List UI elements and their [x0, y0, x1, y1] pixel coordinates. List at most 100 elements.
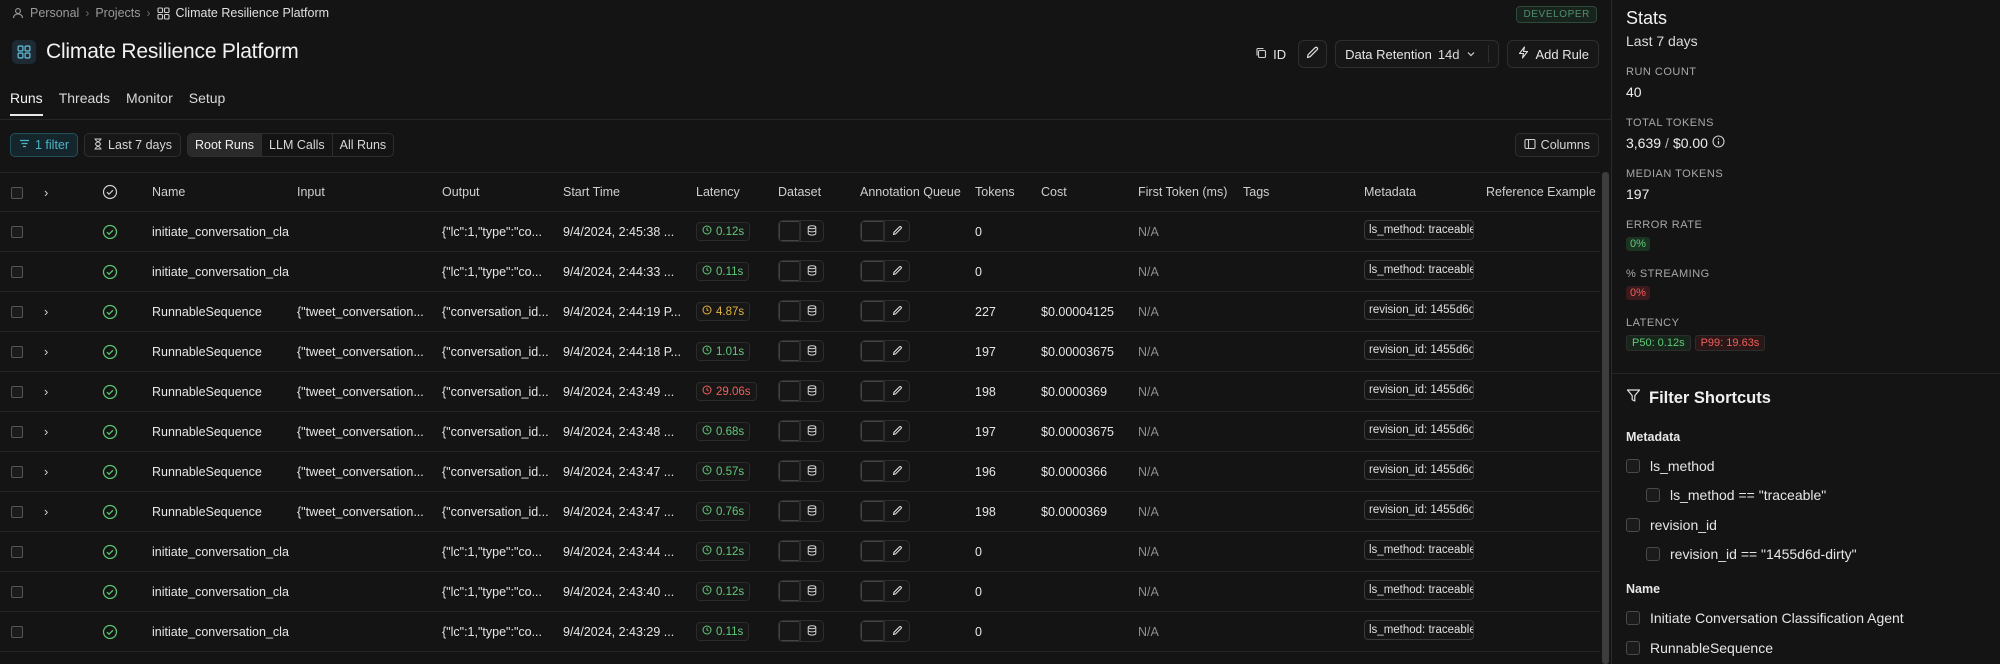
- annotation-queue-control[interactable]: [860, 299, 910, 322]
- shortcut-checkbox[interactable]: [1626, 641, 1640, 655]
- table-row[interactable]: initiate_conversation_cla {"lc":1,"type":…: [0, 612, 1600, 652]
- shortcut-ls-method[interactable]: ls_method: [1626, 458, 1988, 474]
- dataset-select-box[interactable]: [779, 420, 801, 441]
- run-name[interactable]: initiate_conversation_cla: [152, 224, 289, 239]
- metadata-chip[interactable]: revision_id: 1455d6d: [1364, 460, 1474, 480]
- annotation-queue-control[interactable]: [860, 219, 910, 242]
- row-checkbox[interactable]: [11, 266, 23, 279]
- table-row[interactable]: › RunnableSequence {"tweet_conversation...…: [0, 452, 1600, 492]
- table-row[interactable]: › RunnableSequence {"tweet_conversation...…: [0, 372, 1600, 412]
- shortcut-checkbox[interactable]: [1626, 611, 1640, 625]
- database-icon[interactable]: [801, 621, 823, 641]
- annotation-select-box[interactable]: [861, 420, 885, 441]
- metadata-chip[interactable]: ls_method: traceable: [1364, 540, 1474, 560]
- row-checkbox[interactable]: [11, 226, 23, 239]
- col-input[interactable]: Input: [297, 185, 325, 199]
- database-icon[interactable]: [801, 541, 823, 561]
- table-row[interactable]: initiate_conversation_cla {"lc":1,"type":…: [0, 212, 1600, 252]
- metadata-chip[interactable]: ls_method: traceable: [1364, 580, 1474, 600]
- pencil-icon[interactable]: [885, 621, 909, 641]
- table-row[interactable]: initiate_conversation_cla {"lc":1,"type":…: [0, 252, 1600, 292]
- metadata-chip[interactable]: revision_id: 1455d6d: [1364, 500, 1474, 520]
- add-to-dataset-control[interactable]: [778, 219, 824, 242]
- annotation-select-box[interactable]: [861, 300, 885, 321]
- metadata-chip[interactable]: revision_id: 1455d6d: [1364, 380, 1474, 400]
- row-checkbox[interactable]: [11, 546, 23, 559]
- chevron-right-icon[interactable]: ›: [44, 344, 49, 359]
- view-root-runs[interactable]: Root Runs: [187, 134, 263, 156]
- add-to-dataset-control[interactable]: [778, 379, 824, 402]
- info-icon[interactable]: [1712, 135, 1725, 151]
- run-name[interactable]: initiate_conversation_cla: [152, 264, 289, 279]
- copy-id-button[interactable]: ID: [1251, 40, 1290, 68]
- col-annotation-queue[interactable]: Annotation Queue: [860, 185, 961, 199]
- database-icon[interactable]: [801, 381, 823, 401]
- shortcut-checkbox[interactable]: [1626, 518, 1640, 532]
- chevron-right-icon[interactable]: ›: [44, 504, 49, 519]
- run-name[interactable]: RunnableSequence: [152, 504, 262, 519]
- run-name[interactable]: RunnableSequence: [152, 464, 262, 479]
- metadata-chip[interactable]: revision_id: 1455d6d: [1364, 300, 1474, 320]
- database-icon[interactable]: [801, 341, 823, 361]
- shortcut-checkbox[interactable]: [1626, 459, 1640, 473]
- annotation-select-box[interactable]: [861, 620, 885, 641]
- chevron-right-icon[interactable]: ›: [44, 384, 49, 399]
- run-name[interactable]: RunnableSequence: [152, 424, 262, 439]
- dataset-select-box[interactable]: [779, 340, 801, 361]
- dataset-select-box[interactable]: [779, 460, 801, 481]
- shortcut-revision-id-value[interactable]: revision_id == "1455d6d-dirty": [1646, 546, 1988, 562]
- table-row[interactable]: › RunnableSequence {"tweet_conversation...…: [0, 412, 1600, 452]
- table-row[interactable]: › RunnableSequence {"tweet_conversation...…: [0, 332, 1600, 372]
- view-all-runs[interactable]: All Runs: [339, 138, 387, 152]
- annotation-select-box[interactable]: [861, 580, 885, 601]
- pencil-icon[interactable]: [885, 221, 909, 241]
- metadata-chip[interactable]: ls_method: traceable: [1364, 260, 1474, 280]
- run-name[interactable]: RunnableSequence: [152, 344, 262, 359]
- annotation-queue-control[interactable]: [860, 499, 910, 522]
- tab-monitor[interactable]: Monitor: [126, 90, 173, 106]
- annotation-select-box[interactable]: [861, 220, 885, 241]
- annotation-queue-control[interactable]: [860, 539, 910, 562]
- filter-button[interactable]: 1 filter: [10, 133, 79, 157]
- add-to-dataset-control[interactable]: [778, 579, 824, 602]
- columns-button[interactable]: Columns: [1514, 133, 1599, 157]
- run-name[interactable]: initiate_conversation_cla: [152, 624, 289, 639]
- dataset-select-box[interactable]: [779, 300, 801, 321]
- pencil-icon[interactable]: [885, 581, 909, 601]
- breadcrumb-projects[interactable]: Projects: [95, 6, 141, 20]
- dataset-select-box[interactable]: [779, 540, 801, 561]
- tab-runs[interactable]: Runs: [10, 90, 43, 116]
- col-tokens[interactable]: Tokens: [975, 185, 1015, 199]
- table-row[interactable]: › RunnableSequence {"tweet_conversation...…: [0, 492, 1600, 532]
- run-name[interactable]: RunnableSequence: [152, 304, 262, 319]
- add-to-dataset-control[interactable]: [778, 619, 824, 642]
- database-icon[interactable]: [801, 221, 823, 241]
- metadata-chip[interactable]: ls_method: traceable: [1364, 220, 1474, 240]
- pencil-icon[interactable]: [885, 501, 909, 521]
- dataset-select-box[interactable]: [779, 380, 801, 401]
- pencil-icon[interactable]: [885, 421, 909, 441]
- row-checkbox[interactable]: [11, 426, 23, 439]
- chevron-right-icon[interactable]: ›: [44, 304, 49, 319]
- shortcut-revision-id[interactable]: revision_id: [1626, 517, 1988, 533]
- run-name[interactable]: initiate_conversation_cla: [152, 544, 289, 559]
- metadata-chip[interactable]: ls_method: traceable: [1364, 620, 1474, 640]
- annotation-queue-control[interactable]: [860, 339, 910, 362]
- shortcut-ls-method-traceable[interactable]: ls_method == "traceable": [1646, 487, 1988, 503]
- add-to-dataset-control[interactable]: [778, 419, 824, 442]
- col-start-time[interactable]: Start Time: [563, 185, 620, 199]
- time-range-button[interactable]: Last 7 days: [84, 133, 181, 157]
- tab-threads[interactable]: Threads: [58, 90, 111, 106]
- run-name[interactable]: initiate_conversation_cla: [152, 584, 289, 599]
- table-row[interactable]: › RunnableSequence {"tweet_conversation...…: [0, 292, 1600, 332]
- dataset-select-box[interactable]: [779, 260, 801, 281]
- add-to-dataset-control[interactable]: [778, 259, 824, 282]
- chevron-right-icon[interactable]: ›: [44, 184, 49, 200]
- select-all-checkbox[interactable]: [11, 186, 23, 199]
- annotation-select-box[interactable]: [861, 540, 885, 561]
- add-to-dataset-control[interactable]: [778, 339, 824, 362]
- row-checkbox[interactable]: [11, 506, 23, 519]
- col-cost[interactable]: Cost: [1041, 185, 1067, 199]
- col-name[interactable]: Name: [152, 185, 186, 199]
- shortcut-checkbox[interactable]: [1646, 488, 1660, 502]
